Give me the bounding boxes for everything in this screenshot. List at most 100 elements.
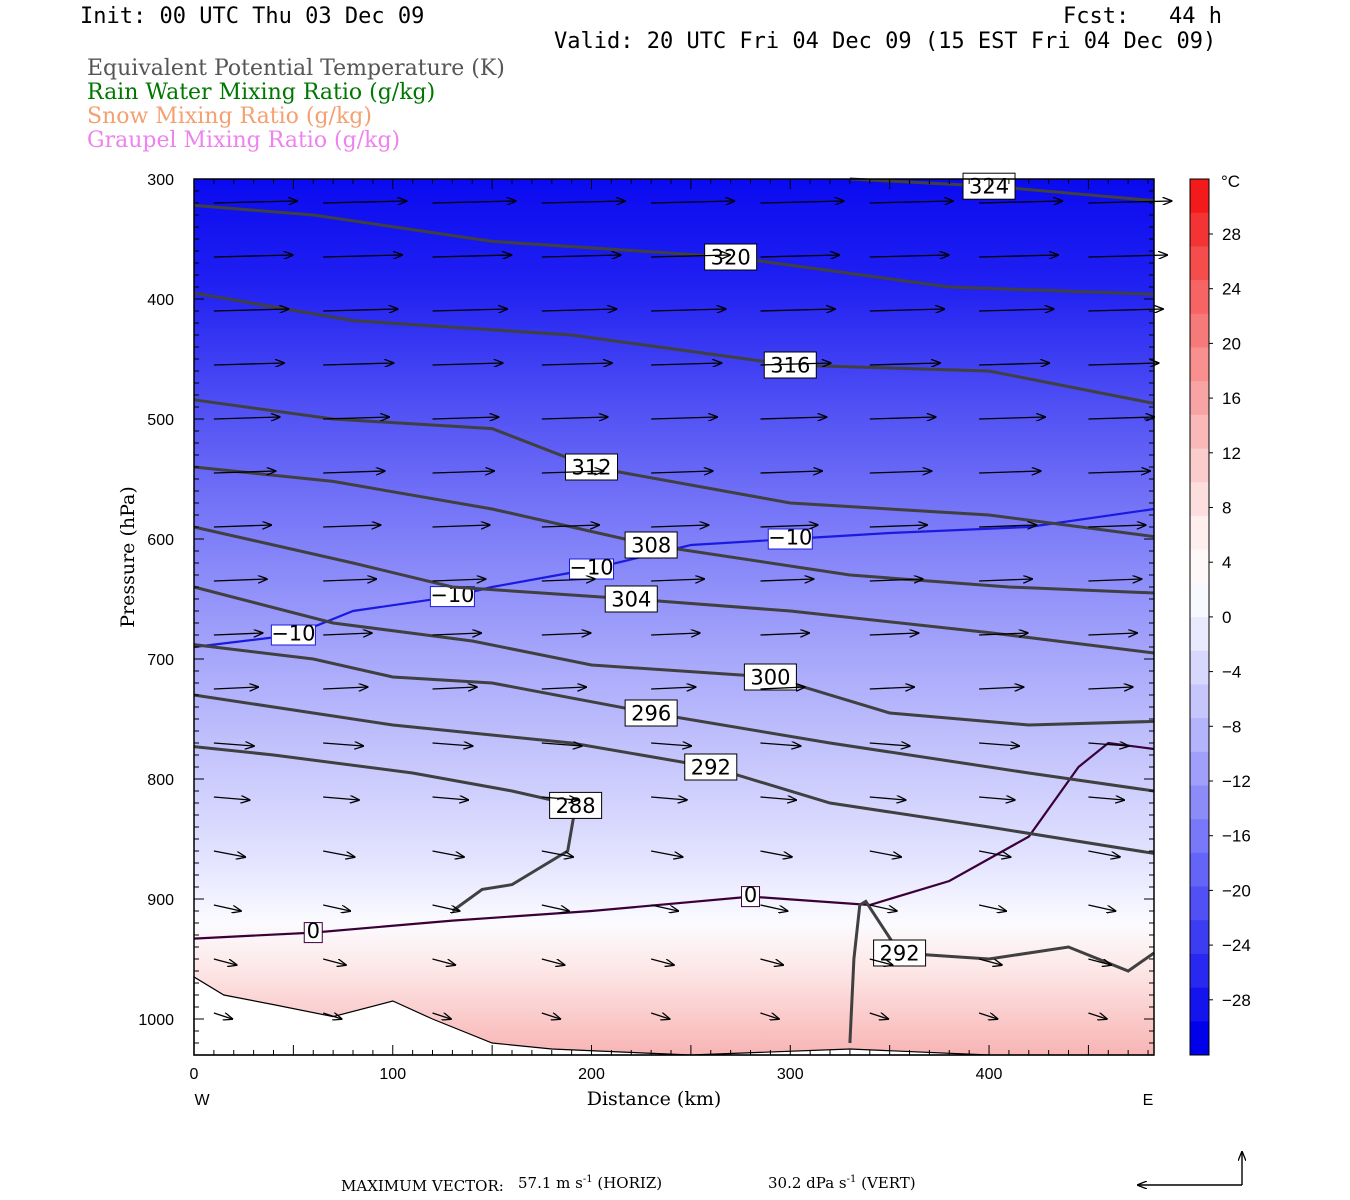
wind-vector (541, 363, 612, 365)
wind-vector (869, 579, 923, 581)
wind-vector (1088, 687, 1132, 689)
wind-vector (869, 255, 949, 257)
wind-vector (760, 417, 826, 419)
wind-vector (869, 525, 927, 527)
colorbar-swatch (1190, 650, 1209, 685)
wind-vector (432, 797, 469, 800)
wind-vector (760, 633, 809, 635)
wind-vector (322, 1012, 341, 1019)
isentrope-300k-label: 300 (743, 663, 797, 691)
y-tick-label: 500 (147, 412, 174, 429)
wind-vector (323, 471, 385, 473)
wind-vector (213, 797, 250, 800)
colorbar-swatch (1190, 987, 1209, 1022)
isentrope-296k-line (193, 643, 1155, 793)
svg-text:296: 296 (631, 701, 671, 725)
max-vector-horiz: 57.1 m s-1 (HORIZ) (518, 1174, 663, 1192)
wind-vector (323, 255, 402, 257)
colorbar-swatch (1190, 852, 1209, 888)
isentrope-288k-label: 288 (549, 791, 603, 819)
wind-vector (869, 633, 919, 635)
svg-text:288: 288 (556, 794, 596, 818)
wind-vector (541, 201, 625, 203)
colorbar-swatch (1190, 313, 1209, 348)
wind-vector (432, 743, 473, 746)
wind-vector (979, 201, 1062, 203)
wind-vector (760, 1012, 778, 1019)
wind-vector (323, 850, 354, 857)
wind-vector (541, 904, 569, 911)
colorbar-label: −28 (1222, 991, 1251, 1010)
colorbar-swatch (1190, 280, 1209, 315)
wind-vector (432, 1012, 451, 1019)
colorbar-swatch (1190, 515, 1209, 551)
wind-vector (979, 797, 1015, 800)
colorbar-swatch (1190, 920, 1209, 955)
wind-vector (541, 687, 586, 689)
wind-vector (213, 633, 263, 635)
y-tick-label: 400 (147, 292, 174, 309)
wind-vector (432, 633, 482, 635)
wind-vector (651, 579, 704, 581)
wind-vector (432, 471, 495, 473)
colorbar-swatch (1190, 549, 1209, 584)
wind-vector (213, 743, 254, 746)
colorbar-label: 12 (1222, 444, 1241, 463)
forecast-hour: Fcst: 44 h (1063, 4, 1222, 29)
wind-vector (213, 904, 241, 911)
max-vector-label: MAXIMUM VECTOR: (341, 1177, 504, 1195)
wind-vector (323, 363, 393, 365)
wind-vector (541, 850, 573, 857)
wind-vector (323, 633, 372, 635)
x-tick-label: 300 (777, 1066, 804, 1083)
wind-vector (979, 633, 1028, 635)
isotherm-0c-label: 0 (741, 883, 761, 908)
isentrope-316k-label: 316 (763, 351, 817, 379)
wind-vector (760, 471, 822, 473)
wind-vector (432, 850, 464, 857)
legend-snow: Snow Mixing Ratio (g/kg) (87, 104, 372, 129)
axes: 0 100 200 300 400 W E Distance (km) 300 400 500 600… (117, 172, 1155, 1110)
y-tick-label: 800 (147, 772, 174, 789)
wind-vector (650, 1012, 669, 1019)
colorbar-swatch (1190, 448, 1209, 483)
wind-vector (323, 687, 367, 689)
wind-vector (213, 363, 284, 365)
colorbar-label: 20 (1222, 334, 1241, 353)
wind-vector (760, 687, 804, 689)
colorbar-label: −4 (1222, 663, 1241, 682)
x-tick-label: 400 (976, 1066, 1003, 1083)
wind-vector (979, 255, 1058, 257)
wind-vector (541, 797, 578, 800)
colorbar-label: 16 (1222, 389, 1241, 408)
wind-vector (323, 201, 406, 203)
colorbar-label: 0 (1222, 608, 1231, 627)
wind-vector (213, 525, 271, 527)
wind-vector (869, 850, 901, 857)
svg-text:292: 292 (691, 755, 731, 779)
max-vector-vert: 30.2 dPa s-1 (VERT) (768, 1174, 916, 1192)
wind-vector (213, 687, 258, 689)
wind-vector (651, 743, 691, 746)
plot-frame (193, 178, 1155, 1056)
y-tick-label: 300 (147, 172, 174, 189)
wind-vector (432, 579, 486, 581)
isotherm-minus10c-label: −10 (569, 555, 615, 580)
wind-vector (651, 797, 687, 800)
isotherm-0c-label: 0 (303, 919, 323, 944)
wind-vector (213, 579, 267, 581)
wind-vector (979, 363, 1049, 365)
wind-vector (541, 471, 604, 473)
svg-text:308: 308 (631, 533, 671, 557)
colorbar-label: −24 (1222, 936, 1251, 955)
wind-vector (869, 958, 893, 965)
colorbar-label: −8 (1222, 717, 1241, 736)
wind-vector (760, 797, 796, 800)
svg-text:304: 304 (611, 587, 651, 611)
wind-vector (979, 579, 1032, 581)
isentrope-292k-label: 292 (684, 753, 738, 781)
wind-vector (979, 743, 1019, 746)
wind-vector (323, 525, 380, 527)
wind-vector (869, 687, 914, 689)
wind-vector (651, 904, 678, 911)
